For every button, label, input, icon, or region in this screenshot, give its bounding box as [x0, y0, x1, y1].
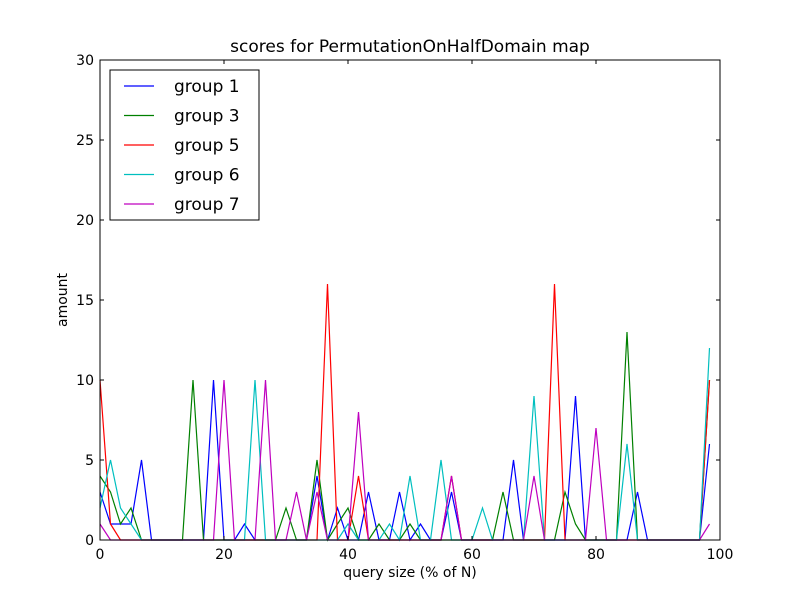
y-tick-label: 10 — [76, 373, 94, 389]
x-tick-label: 60 — [463, 547, 481, 563]
legend-label: group 6 — [174, 166, 240, 186]
x-axis-ticks: 0 20 40 60 80 100 — [96, 60, 734, 563]
legend-label: group 5 — [174, 136, 240, 156]
x-tick-label: 40 — [339, 547, 357, 563]
y-tick-label: 5 — [85, 453, 94, 469]
legend-label: group 1 — [174, 77, 240, 97]
y-tick-label: 30 — [76, 53, 94, 69]
legend-label: group 3 — [174, 107, 240, 127]
legend-label: group 7 — [174, 195, 240, 215]
series-line-group-3 — [99, 331, 711, 542]
y-axis-label: amount — [55, 272, 71, 327]
x-tick-label: 20 — [215, 547, 233, 563]
y-tick-label: 0 — [85, 533, 94, 549]
y-tick-label: 25 — [76, 133, 94, 149]
chart-title: scores for PermutationOnHalfDomain map — [230, 37, 590, 57]
x-axis-label: query size (% of N) — [343, 565, 477, 581]
y-axis-ticks: 0 5 10 15 20 25 30 — [76, 53, 720, 549]
x-tick-label: 0 — [96, 547, 105, 563]
y-tick-label: 15 — [76, 293, 94, 309]
x-tick-label: 80 — [587, 547, 605, 563]
y-tick-label: 20 — [76, 213, 94, 229]
x-tick-label: 100 — [707, 547, 734, 563]
legend: group 1 group 3 group 5 group 6 group 7 — [109, 69, 260, 221]
